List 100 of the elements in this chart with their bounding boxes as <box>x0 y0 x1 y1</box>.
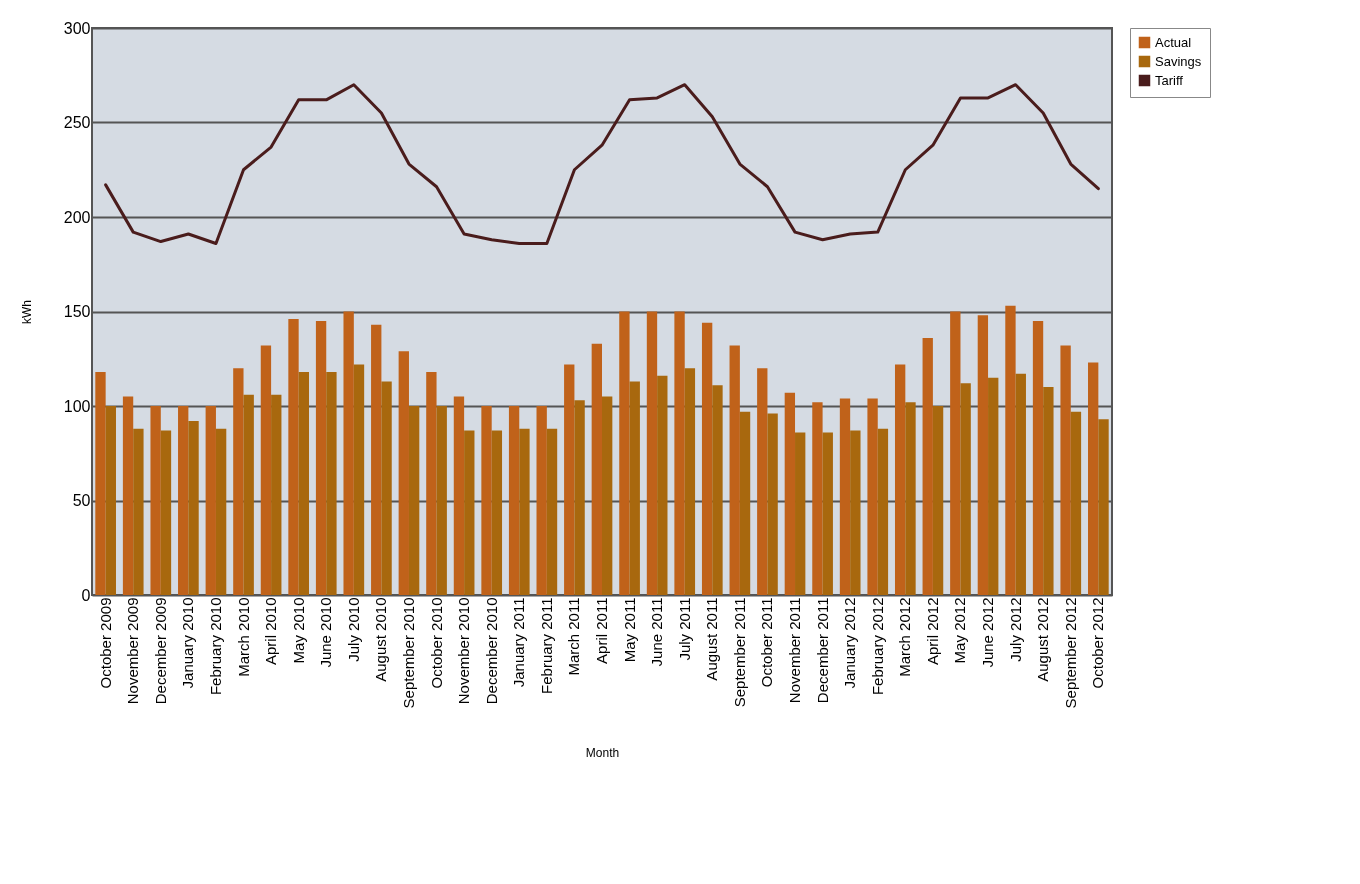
bar <box>408 406 420 595</box>
x-tick-label: December 2011 <box>813 597 831 704</box>
bar <box>353 364 365 595</box>
bar <box>271 394 282 595</box>
bar <box>602 396 613 595</box>
x-tick-label: June 2010 <box>317 597 335 668</box>
x-tick-label: February 2010 <box>206 597 224 696</box>
bar <box>1005 305 1016 595</box>
bar <box>233 368 244 595</box>
legend-label: Savings <box>1155 53 1202 69</box>
line-series <box>104 83 1100 245</box>
x-tick-label: November 2010 <box>455 597 473 705</box>
x-tick-label: January 2010 <box>179 597 197 689</box>
x-tick-label: July 2010 <box>344 597 362 662</box>
bar <box>178 406 189 595</box>
x-axis-title: Month <box>585 746 620 761</box>
bar <box>822 432 833 595</box>
x-tick-label: September 2012 <box>1061 597 1079 709</box>
bar <box>453 396 465 595</box>
bar <box>646 311 658 595</box>
bar <box>426 371 437 595</box>
bar <box>767 413 778 595</box>
x-tick-label: March 2012 <box>896 597 914 677</box>
bar <box>215 428 227 595</box>
bar <box>133 428 144 595</box>
bar <box>960 383 971 595</box>
bar <box>371 324 382 595</box>
bar <box>1070 411 1082 595</box>
bar <box>1060 345 1071 595</box>
x-tick-label: February 2012 <box>868 597 886 696</box>
bar <box>684 368 696 595</box>
x-tick-label: September 2011 <box>730 597 748 708</box>
x-tick-label: August 2011 <box>703 597 721 681</box>
bar <box>288 319 299 595</box>
bar <box>315 320 327 595</box>
y-tick-label: 50 <box>72 492 91 509</box>
bar <box>298 371 310 595</box>
bar <box>343 311 354 595</box>
bar <box>701 322 713 595</box>
x-tick-label: May 2012 <box>951 597 969 664</box>
bar <box>574 400 585 595</box>
bar <box>326 371 337 595</box>
bar <box>812 402 823 595</box>
x-tick-label: April 2010 <box>262 597 280 666</box>
x-tick-label: May 2011 <box>620 597 638 663</box>
bar <box>491 430 503 595</box>
x-tick-label: November 2011 <box>786 597 804 704</box>
bar <box>629 381 640 595</box>
bar <box>922 337 933 595</box>
bar <box>977 315 989 595</box>
bar <box>122 396 134 595</box>
x-tick-label: June 2012 <box>979 597 997 668</box>
x-tick-label: April 2012 <box>923 597 941 666</box>
x-tick-label: November 2009 <box>124 597 142 705</box>
bar <box>243 394 254 595</box>
x-tick-label: October 2012 <box>1089 597 1107 689</box>
x-tick-label: August 2012 <box>1034 597 1052 682</box>
bar <box>464 430 475 595</box>
bar <box>712 385 723 595</box>
bar <box>381 381 392 595</box>
bar <box>1032 320 1044 595</box>
y-tick-label: 200 <box>63 208 91 226</box>
bar <box>481 406 492 595</box>
bar <box>795 432 806 595</box>
x-tick-label: June 2011 <box>648 597 666 667</box>
bar <box>988 377 999 595</box>
bar <box>536 406 547 595</box>
bar <box>850 430 861 595</box>
bar <box>674 311 685 595</box>
y-tick-label: 100 <box>63 397 91 415</box>
bar <box>150 406 161 595</box>
x-tick-label: May 2010 <box>289 597 307 664</box>
bar <box>950 311 961 595</box>
bar <box>757 368 768 595</box>
y-tick-label: 300 <box>63 19 91 37</box>
y-tick-label: 150 <box>63 303 91 320</box>
bar <box>205 406 216 595</box>
bar <box>1088 362 1099 595</box>
bar <box>519 428 530 595</box>
x-tick-label: December 2010 <box>482 597 500 705</box>
bar <box>160 430 172 595</box>
x-tick-label: October 2011 <box>758 597 776 688</box>
bar <box>729 345 740 595</box>
legend-label: Tariff <box>1155 72 1184 88</box>
bar <box>1015 373 1026 595</box>
bar <box>894 364 906 595</box>
bar <box>436 406 447 595</box>
bar <box>260 345 272 595</box>
x-tick-label: January 2012 <box>841 597 859 689</box>
x-tick-label: September 2010 <box>399 597 417 709</box>
y-axis-title: kWh <box>19 300 34 324</box>
bar <box>905 402 916 595</box>
bar <box>932 406 944 595</box>
y-tick-label: 250 <box>63 114 91 131</box>
bar <box>867 398 878 595</box>
bar <box>1043 387 1054 595</box>
bar <box>839 398 851 595</box>
x-tick-label: March 2010 <box>234 597 252 677</box>
x-tick-label: October 2009 <box>96 597 114 689</box>
bar <box>508 406 520 595</box>
